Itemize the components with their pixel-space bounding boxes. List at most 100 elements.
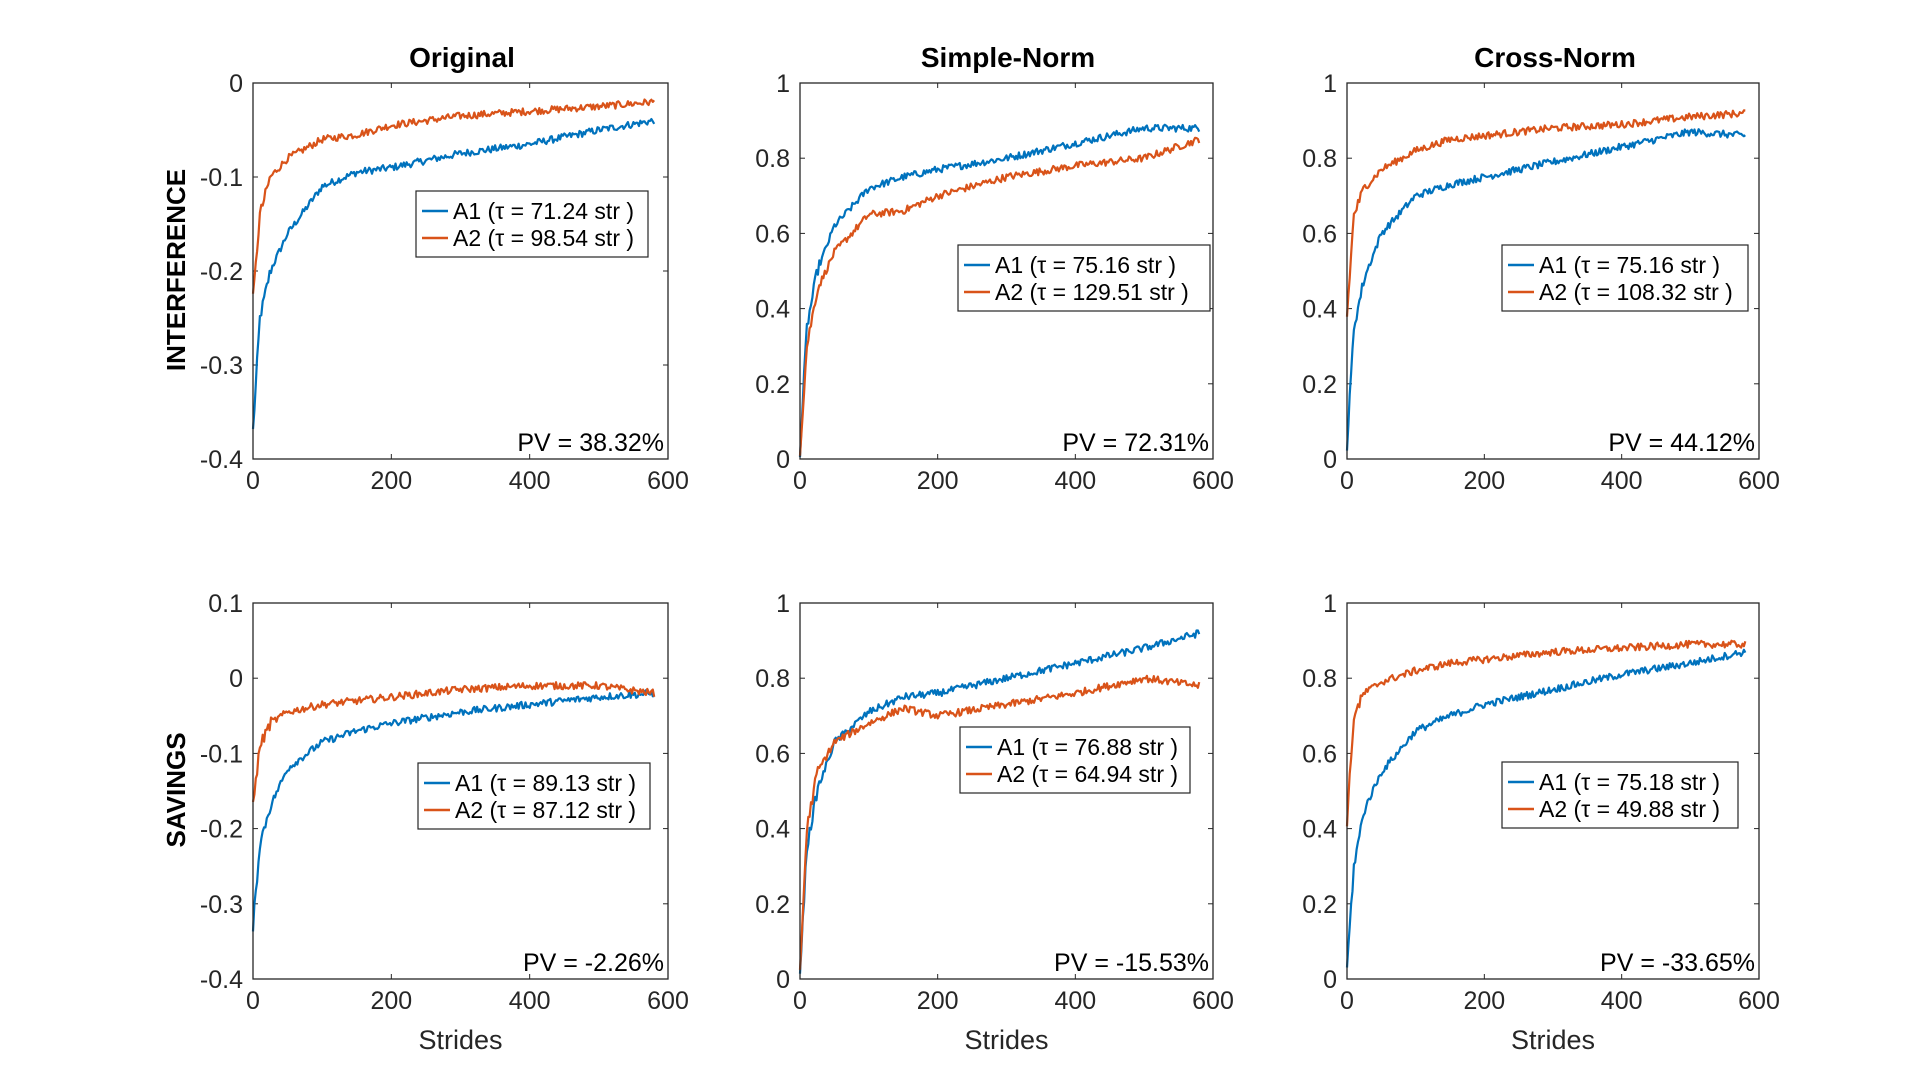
y-tick-label: 0.6 [755, 220, 790, 248]
legend-box [415, 190, 649, 258]
axes-frame [252, 82, 669, 460]
col-title-original: Original [409, 42, 515, 73]
x-tick-label: 200 [917, 987, 959, 1015]
y-tick-label: 1 [776, 70, 790, 98]
legend-label: A1 (τ = 76.88 str ) [997, 734, 1178, 760]
y-tick-label: 0.8 [755, 665, 790, 693]
y-tick-label: 0 [229, 665, 243, 693]
axes-frame [799, 602, 1214, 980]
y-tick-label: 0 [1323, 966, 1337, 994]
legend-label: A1 (τ = 75.18 str ) [1539, 769, 1720, 795]
series-line-a1 [251, 689, 655, 932]
series-line-a1 [251, 117, 656, 430]
series-line-a2 [798, 674, 1201, 970]
pv-label: PV = 44.12% [1608, 429, 1755, 457]
x-tick-label: 400 [1601, 467, 1643, 495]
x-tick-label: 400 [1054, 987, 1096, 1015]
series-line-a2 [251, 681, 656, 803]
x-tick-label: 200 [370, 987, 412, 1015]
series-line-a2 [798, 136, 1201, 456]
y-tick-label: 0 [776, 966, 790, 994]
x-tick-label: 0 [793, 467, 807, 495]
y-tick-label: -0.3 [200, 352, 243, 380]
y-tick-label: 0.4 [755, 816, 790, 844]
x-tick-label: 600 [1192, 987, 1234, 1015]
x-tick-label: 400 [509, 987, 551, 1015]
x-tick-label: 600 [647, 467, 689, 495]
panel-0: 0 200 400 600 -0.4 -0.3 -0.2 -0.1 0 A1 (τ = 71.24… [200, 70, 689, 495]
legend-box [959, 726, 1191, 794]
panel-3: 0 200 400 600 -0.4 -0.3 -0.2 -0.1 0 0.1 A1 (τ = 89… [200, 590, 689, 1055]
x-tick-label: 400 [1601, 987, 1643, 1015]
col-title-cross-norm: Cross-Norm [1474, 42, 1636, 73]
x-axis-label: Strides [1511, 1025, 1595, 1055]
y-tick-label: 0.4 [1302, 816, 1337, 844]
x-tick-label: 400 [509, 467, 551, 495]
y-tick-label: 0.1 [208, 590, 243, 618]
legend-box [1501, 761, 1739, 829]
legend-label: A2 (τ = 108.32 str ) [1539, 279, 1733, 305]
panel-2: 0 200 400 600 0 0.2 0.4 0.6 0.8 1 A1 (τ = 75.16 st… [1302, 70, 1780, 495]
row-label-savings: SAVINGS [161, 732, 191, 847]
legend: A1 (τ = 71.24 str )A2 (τ = 98.54 str ) [415, 190, 649, 258]
x-tick-label: 600 [647, 987, 689, 1015]
y-tick-label: -0.1 [200, 740, 243, 768]
panel-1: 0 200 400 600 0 0.2 0.4 0.6 0.8 1 A1 (τ = 75.16 st… [755, 70, 1234, 495]
series-line-a2 [1345, 109, 1746, 317]
x-axis-label: Strides [418, 1025, 502, 1055]
y-tick-label: -0.4 [200, 446, 243, 474]
y-tick-label: 0.6 [1302, 740, 1337, 768]
series-line-a2 [251, 98, 656, 294]
y-tick-label: 0.8 [1302, 145, 1337, 173]
series-line-a2 [1345, 639, 1747, 827]
legend: A1 (τ = 89.13 str )A2 (τ = 87.12 str ) [417, 762, 651, 830]
y-tick-label: -0.4 [200, 966, 243, 994]
legend: A1 (τ = 75.16 str )A2 (τ = 129.51 str ) [957, 244, 1211, 312]
y-tick-label: 0 [229, 70, 243, 98]
legend-label: A2 (τ = 49.88 str ) [1539, 796, 1720, 822]
series-line-a1 [798, 629, 1201, 974]
legend-box [417, 762, 651, 830]
y-tick-label: 0 [1323, 446, 1337, 474]
pv-label: PV = -33.65% [1600, 949, 1755, 977]
axes-frame [799, 82, 1214, 460]
x-tick-label: 200 [370, 467, 412, 495]
x-tick-label: 200 [1463, 987, 1505, 1015]
x-tick-label: 0 [1340, 987, 1354, 1015]
pv-label: PV = -15.53% [1054, 949, 1209, 977]
axes-frame [1346, 82, 1760, 460]
pv-label: PV = 72.31% [1062, 429, 1209, 457]
y-tick-label: 1 [1323, 70, 1337, 98]
legend-label: A2 (τ = 87.12 str ) [455, 797, 636, 823]
x-axis-label: Strides [964, 1025, 1048, 1055]
y-tick-label: -0.3 [200, 891, 243, 919]
y-tick-label: 0.6 [755, 740, 790, 768]
y-tick-label: 0.2 [1302, 371, 1337, 399]
y-tick-label: 0 [776, 446, 790, 474]
legend-box [1501, 244, 1749, 312]
y-tick-label: 0.8 [755, 145, 790, 173]
legend-label: A1 (τ = 75.16 str ) [995, 252, 1176, 278]
x-tick-label: 0 [246, 987, 260, 1015]
series-line-a1 [798, 123, 1201, 458]
y-tick-label: 0.4 [755, 296, 790, 324]
series-line-a1 [1345, 128, 1746, 451]
col-title-simple-norm: Simple-Norm [921, 42, 1095, 73]
x-tick-label: 200 [917, 467, 959, 495]
pv-label: PV = -2.26% [523, 949, 664, 977]
legend: A1 (τ = 76.88 str )A2 (τ = 64.94 str ) [959, 726, 1191, 794]
legend-label: A1 (τ = 75.16 str ) [1539, 252, 1720, 278]
axes-frame [1346, 602, 1760, 980]
legend-box [957, 244, 1211, 312]
x-tick-label: 600 [1192, 467, 1234, 495]
panel-4: 0 200 400 600 0 0.2 0.4 0.6 0.8 1 A1 (τ = 76.88 st… [755, 590, 1234, 1055]
x-tick-label: 0 [1340, 467, 1354, 495]
pv-label: PV = 38.32% [517, 429, 664, 457]
y-tick-label: 1 [1323, 590, 1337, 618]
x-tick-label: 0 [793, 987, 807, 1015]
legend-label: A1 (τ = 89.13 str ) [455, 770, 636, 796]
y-tick-label: 0.2 [755, 371, 790, 399]
row-label-interference: INTERFERENCE [161, 169, 191, 371]
legend-label: A2 (τ = 129.51 str ) [995, 279, 1189, 305]
legend-label: A2 (τ = 98.54 str ) [453, 225, 634, 251]
